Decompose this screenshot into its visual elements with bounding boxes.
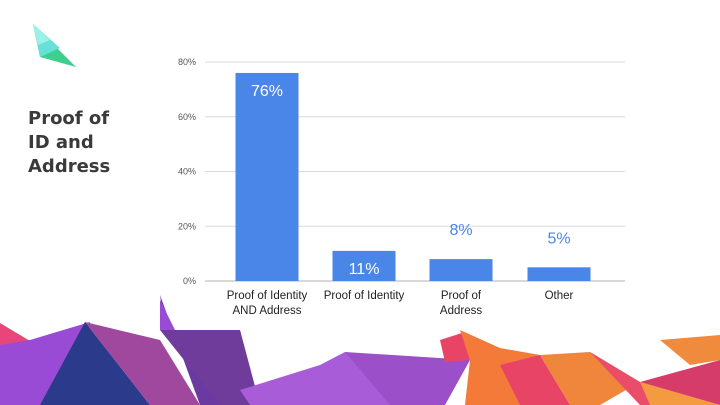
bar	[429, 259, 493, 281]
slide-title: Proof of ID and Address	[28, 107, 148, 179]
decorative-triangle-top	[33, 24, 76, 67]
data-label: 11%	[349, 261, 380, 278]
y-tick-label: 60%	[178, 112, 196, 122]
slide-title-line: ID and	[28, 132, 94, 153]
bar	[332, 250, 396, 281]
x-tick-label: AND Address	[232, 305, 301, 317]
slide-title-line: Address	[28, 156, 111, 177]
bar	[235, 72, 299, 281]
y-tick-label: 0%	[183, 276, 196, 286]
data-label: 5%	[547, 230, 570, 247]
slide-title-line: Proof of	[28, 108, 110, 129]
data-label: 76%	[251, 83, 283, 100]
y-tick-label: 20%	[178, 221, 196, 231]
x-tick-label: Proof of Identity	[324, 290, 405, 302]
data-label: 8%	[449, 222, 472, 239]
bar	[527, 267, 591, 281]
x-tick-label: Address	[440, 305, 482, 317]
x-tick-label: Other	[545, 290, 574, 302]
y-tick-label: 40%	[178, 167, 196, 177]
x-tick-label: Proof of Identity	[227, 290, 308, 302]
x-tick-label: Proof of	[441, 290, 482, 302]
y-tick-label: 80%	[178, 57, 196, 67]
